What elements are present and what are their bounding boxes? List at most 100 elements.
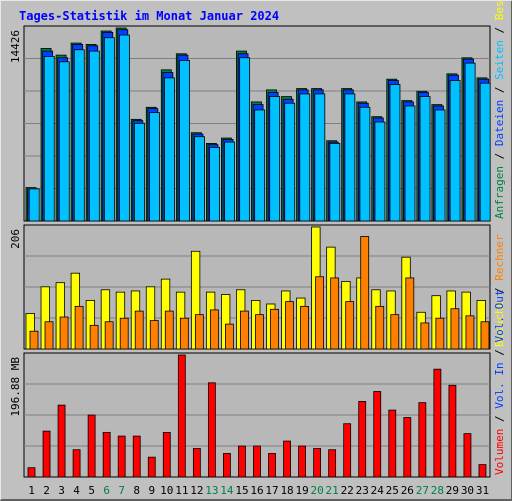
bar-rechner bbox=[255, 314, 264, 350]
bar-volumen bbox=[463, 433, 472, 478]
bar-rechner bbox=[104, 321, 114, 350]
day-label: 7 bbox=[118, 484, 125, 497]
bar-volumen bbox=[87, 414, 96, 478]
bar-seiten bbox=[88, 50, 100, 222]
bar-volumen bbox=[478, 464, 487, 478]
bar-seiten bbox=[419, 96, 431, 222]
bar-seiten bbox=[224, 141, 236, 222]
day-label: 6 bbox=[103, 484, 110, 497]
bar-seiten bbox=[118, 34, 130, 222]
middle-legend: Besuche / Rechner bbox=[493, 234, 506, 347]
bar-rechner bbox=[164, 310, 174, 350]
bottom-legend: Volumen / Vol. In / Vol. Out bbox=[493, 290, 506, 475]
bar-seiten bbox=[389, 84, 401, 222]
bar-seiten bbox=[284, 102, 296, 222]
day-label: 30 bbox=[461, 484, 474, 497]
top-legend-entry: Anfragen bbox=[493, 166, 506, 219]
day-label: 21 bbox=[326, 484, 339, 497]
bar-seiten bbox=[449, 80, 461, 222]
chart-title: Tages-Statistik im Monat Januar 2024 bbox=[19, 9, 279, 23]
top-legend: Anfragen / Dateien / Seiten / Besuche bbox=[493, 0, 506, 219]
bar-rechner bbox=[315, 276, 325, 350]
bar-rechner bbox=[360, 236, 370, 350]
day-label: 26 bbox=[401, 484, 414, 497]
bottom-legend-entry: Vol. Out bbox=[493, 290, 506, 343]
bar-rechner bbox=[134, 310, 144, 350]
day-label: 3 bbox=[58, 484, 65, 497]
day-label: 1 bbox=[28, 484, 35, 497]
bar-rechner bbox=[149, 320, 159, 350]
bar-volumen bbox=[177, 354, 186, 478]
bar-seiten bbox=[359, 106, 371, 222]
bar-rechner bbox=[450, 308, 460, 350]
middle-legend-entry: Rechner bbox=[493, 234, 506, 281]
middle-legend-entry: / bbox=[493, 281, 506, 301]
bar-volumen bbox=[238, 445, 246, 478]
day-label: 16 bbox=[250, 484, 263, 497]
bar-rechner bbox=[59, 316, 69, 350]
bar-rechner bbox=[119, 317, 129, 350]
bottom-legend-entry: Volumen bbox=[493, 429, 506, 475]
bar-volumen bbox=[147, 456, 156, 478]
bar-volumen bbox=[102, 431, 111, 478]
bar-rechner bbox=[480, 321, 490, 350]
bar-seiten bbox=[73, 49, 85, 222]
top-legend-entry: / bbox=[493, 146, 506, 166]
bar-volumen bbox=[268, 453, 276, 478]
middle-ymax-label: 206 bbox=[9, 229, 22, 249]
bar-rechner bbox=[345, 301, 355, 350]
bar-seiten bbox=[58, 61, 70, 222]
day-label: 4 bbox=[73, 484, 80, 497]
bar-seiten bbox=[164, 77, 175, 222]
bar-volumen bbox=[358, 401, 367, 478]
bar-seiten bbox=[434, 109, 446, 222]
bar-volumen bbox=[132, 435, 141, 478]
bar-rechner bbox=[194, 314, 204, 350]
bar-volumen bbox=[403, 417, 412, 478]
bar-seiten bbox=[314, 93, 326, 222]
bar-volumen bbox=[117, 435, 126, 478]
bar-rechner bbox=[330, 277, 340, 350]
bar-rechner bbox=[390, 314, 400, 350]
bar-rechner bbox=[209, 309, 219, 350]
day-label: 9 bbox=[148, 484, 155, 497]
middle-legend-entry: Besuche bbox=[493, 301, 506, 347]
bar-seiten bbox=[103, 37, 115, 222]
bar-volumen bbox=[298, 445, 306, 478]
day-label: 5 bbox=[88, 484, 95, 497]
bar-seiten bbox=[28, 188, 40, 222]
day-label: 27 bbox=[416, 484, 429, 497]
bar-seiten bbox=[134, 122, 145, 222]
bar-seiten bbox=[209, 147, 220, 222]
bar-seiten bbox=[269, 96, 281, 222]
day-label: 20 bbox=[311, 484, 324, 497]
bar-rechner bbox=[300, 305, 309, 350]
bar-seiten bbox=[254, 109, 266, 222]
bar-rechner bbox=[285, 301, 294, 350]
bar-rechner bbox=[240, 310, 249, 350]
day-label: 8 bbox=[133, 484, 140, 497]
bar-volumen bbox=[207, 382, 216, 478]
top-legend-entry: Dateien bbox=[493, 100, 506, 146]
bar-volumen bbox=[27, 467, 36, 478]
bar-rechner bbox=[74, 305, 84, 350]
bar-volumen bbox=[42, 430, 51, 478]
bar-seiten bbox=[179, 60, 190, 222]
bar-rechner bbox=[44, 321, 54, 350]
bottom-ymax-label: 196.88 MB bbox=[9, 357, 22, 417]
day-label: 24 bbox=[371, 484, 385, 497]
bar-rechner bbox=[465, 315, 475, 350]
day-label: 31 bbox=[476, 484, 489, 497]
bar-volumen bbox=[388, 409, 397, 478]
bar-rechner bbox=[375, 305, 385, 350]
day-label: 12 bbox=[190, 484, 203, 497]
day-label: 2 bbox=[43, 484, 50, 497]
bottom-legend-entry: / bbox=[493, 409, 506, 429]
bar-seiten bbox=[299, 93, 311, 222]
top-legend-entry: Besuche bbox=[493, 0, 506, 20]
day-label: 19 bbox=[295, 484, 308, 497]
bar-volumen bbox=[373, 391, 382, 478]
bar-rechner bbox=[405, 277, 415, 350]
bar-volumen bbox=[328, 449, 337, 478]
